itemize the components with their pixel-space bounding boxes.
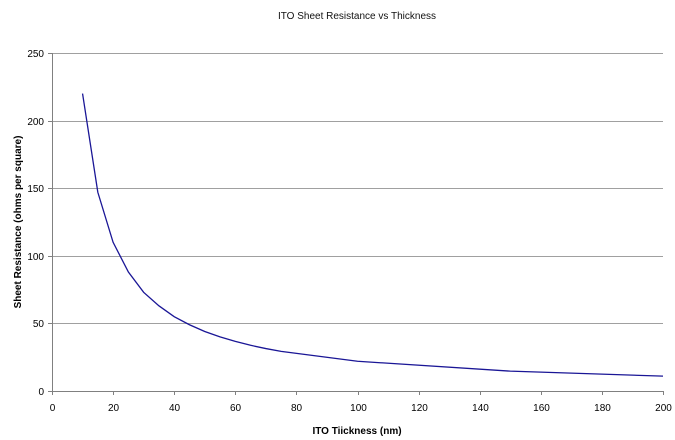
y-tick-label: 50 xyxy=(33,319,45,330)
x-tick-label: 100 xyxy=(350,403,367,414)
gridlines xyxy=(52,53,663,324)
y-tick-label: 150 xyxy=(27,184,44,195)
chart-title: ITO Sheet Resistance vs Thickness xyxy=(278,11,436,22)
x-tick-labels: 0 20 40 60 80 100 120 140 160 180 200 xyxy=(50,403,673,414)
axes xyxy=(48,53,664,395)
y-tick-labels: 0 50 100 150 200 250 xyxy=(27,49,44,398)
x-axis-title: ITO Tiickness (nm) xyxy=(312,426,401,437)
x-tick-label: 160 xyxy=(533,403,550,414)
y-tick-label: 250 xyxy=(27,49,44,60)
x-tick-label: 20 xyxy=(108,403,120,414)
y-axis-title: Sheet Resistance (ohms per square) xyxy=(13,136,24,309)
x-tick-label: 60 xyxy=(230,403,242,414)
x-tick-label: 180 xyxy=(594,403,611,414)
y-tick-label: 200 xyxy=(27,117,44,128)
x-tick-label: 200 xyxy=(655,403,672,414)
plot-series xyxy=(81,93,664,377)
x-tick-label: 80 xyxy=(291,403,303,414)
x-tick-label: 0 xyxy=(50,403,56,414)
x-tick-label: 140 xyxy=(472,403,489,414)
y-tick-label: 100 xyxy=(27,252,44,263)
x-tick-label: 40 xyxy=(169,403,181,414)
y-tick-label: 0 xyxy=(38,387,44,398)
x-tick-label: 120 xyxy=(411,403,428,414)
series-line xyxy=(81,93,664,377)
